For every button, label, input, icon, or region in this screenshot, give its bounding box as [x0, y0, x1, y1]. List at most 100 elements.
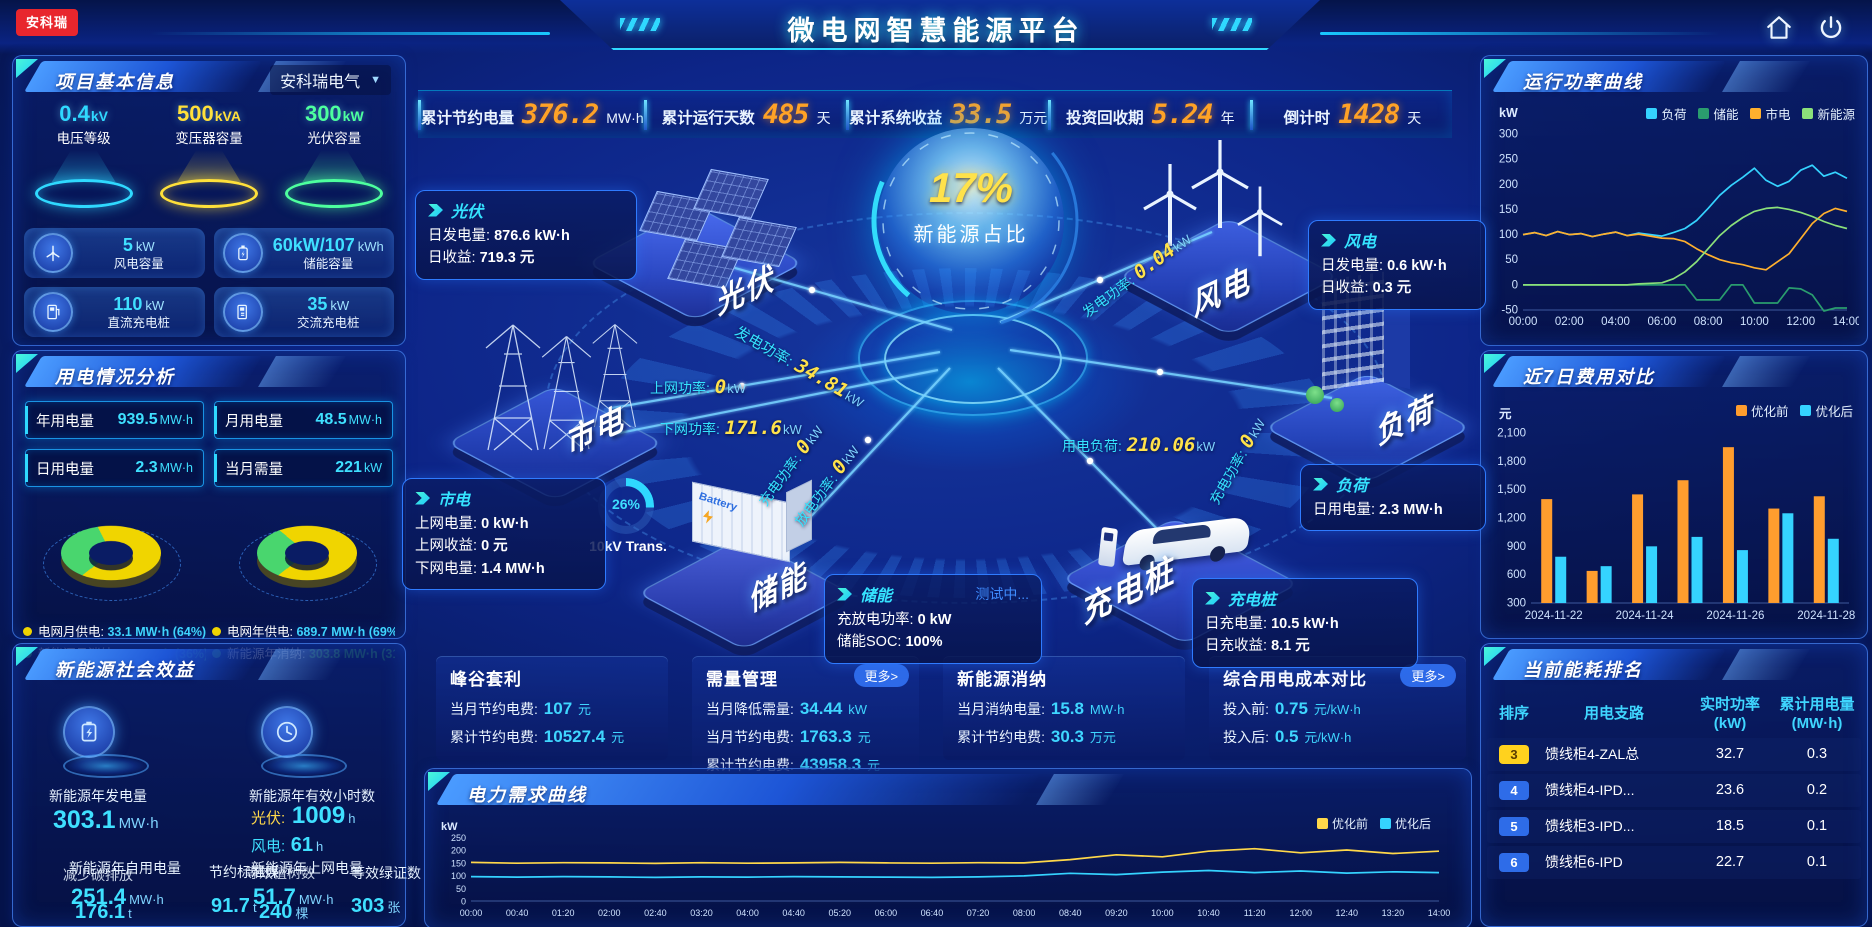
pedestal-label: 电压等级 — [56, 131, 111, 147]
header-center-shape — [560, 0, 1320, 50]
svg-text:00:40: 00:40 — [506, 908, 529, 918]
ranking-table-header: 排序 用电支路 实时功率 (kW) 累计用电量 (MW·h) — [1487, 696, 1861, 734]
page-title: 微电网智慧能源平台 — [787, 16, 1085, 46]
chart-legend: 负荷 储能 市电 新能源 — [1646, 104, 1855, 123]
table-row[interactable]: 5 馈线柜3-IPD... 18.5 0.1 — [1487, 809, 1861, 843]
card-row: 当月消纳电量: 15.8 MW·h — [957, 699, 1125, 718]
info-box-title: 风电 — [1344, 234, 1377, 251]
legend-item[interactable]: 负荷 — [1646, 104, 1686, 123]
info-row: 日发电量: 0.6 kW·h — [1321, 258, 1447, 274]
benefit-card: 新能源消纳 当月消纳电量: 15.8 MW·h 累计节约电费: 30.3 万元 — [943, 656, 1186, 761]
svg-text:08:40: 08:40 — [1059, 908, 1082, 918]
stat-value: 48.5 MW·h — [315, 411, 382, 428]
legend-item[interactable]: 优化前 — [1735, 401, 1788, 420]
stat-label: 年用电量 — [36, 413, 94, 430]
more-button[interactable]: 更多> — [1400, 664, 1456, 687]
kpi-label: 投资回收期 — [1066, 110, 1144, 127]
trees-value: 240 棵 — [259, 901, 309, 923]
legend-item[interactable]: 储能 — [1698, 104, 1738, 123]
pv-info-box: 光伏 日发电量: 876.6 kW·h 日收益: 719.3 元 — [415, 190, 637, 280]
more-button[interactable]: 更多> — [853, 664, 910, 687]
table-row[interactable]: 6 馈线柜6-IPD 22.7 0.1 — [1487, 845, 1861, 879]
svg-text:1,200: 1,200 — [1497, 513, 1526, 525]
panel-title: 新能源社会效益 — [55, 660, 195, 680]
panel-title: 运行功率曲线 — [1523, 72, 1643, 92]
svg-text:2,100: 2,100 — [1497, 428, 1526, 440]
trees-label: 等效植树数 — [245, 865, 315, 881]
svg-text:02:00: 02:00 — [598, 908, 621, 918]
legend-item[interactable]: 优化后 — [1800, 401, 1853, 420]
kpi-separator — [418, 99, 421, 130]
energy-total: 0.2 — [1806, 782, 1828, 798]
info-box-title: 储能 — [860, 588, 893, 605]
kpi-value: 1428 — [1338, 99, 1400, 130]
realtime-power: 32.7 — [1715, 746, 1745, 762]
sphere-rings — [863, 113, 1079, 329]
column-header: 累计用电量 (MW·h) — [1779, 696, 1855, 732]
legend-item[interactable]: 市电 — [1750, 104, 1790, 123]
svg-text:04:40: 04:40 — [782, 908, 805, 918]
svg-text:12:40: 12:40 — [1336, 908, 1359, 918]
gen-label: 新能源年发电量 — [49, 788, 147, 804]
arrow-icon — [428, 203, 443, 217]
capacity-value: 60kW/107 kWh — [272, 235, 384, 256]
realtime-power: 22.7 — [1715, 854, 1745, 870]
stat-value: 2.3 MW·h — [135, 459, 193, 476]
card-row: 当月降低需量: 34.44 kW — [706, 699, 868, 718]
panel-usage-analysis: 用电情况分析 年用电量 939.5 MW·h 月用电量 48.5 MW·h 日用电量 2.3 M… — [12, 350, 406, 661]
table-row[interactable]: 4 馈线柜4-IPD... 23.6 0.2 — [1487, 773, 1861, 807]
pedestal-base — [159, 179, 258, 209]
svg-text:50: 50 — [456, 884, 466, 894]
flow-grid-export-power: 上网功率: 0kW — [650, 376, 747, 398]
stat-label: 月用电量 — [225, 413, 283, 430]
usage-stat: 年用电量 939.5 MW·h — [25, 401, 204, 439]
capacity-card: 35 kW 交流充电桩 — [213, 287, 394, 337]
kpi-bar: 累计节约电量 376.2 MW·h 累计运行天数 485 天累计系统收益 33.5 万元 投资回… — [418, 90, 1452, 138]
demand-curve-chart: 250 200 150 100 50 000:00 00:40 01:20 02:00 02:40… — [451, 833, 1450, 918]
info-row: 上网电量: 0 kW·h — [415, 516, 529, 532]
svg-text:10:00: 10:00 — [1151, 908, 1174, 918]
legend-item[interactable]: 优化前 — [1316, 815, 1368, 832]
ac-charger-icon — [222, 292, 263, 332]
capacity-card-body: 5 kW 风电容量 — [73, 235, 205, 271]
svg-text:100: 100 — [451, 871, 466, 881]
home-icon[interactable] — [1764, 13, 1794, 43]
svg-text:04:00: 04:00 — [1601, 316, 1630, 328]
kpi-value: 33.5 — [950, 99, 1012, 130]
svg-text:2024-11-22: 2024-11-22 — [1525, 610, 1583, 622]
table-row[interactable]: 3 馈线柜4-ZAL总 32.7 0.3 — [1487, 737, 1861, 771]
capacity-cards: 5 kW 风电容量 60kW/107 kWh 储能容量 110 kW 直流充电桩 35 kW 交流充电… — [13, 228, 405, 337]
card-title: 峰谷套利 — [450, 670, 522, 689]
kpi-value: 485 — [762, 99, 810, 130]
power-icon[interactable] — [1816, 13, 1846, 43]
stat-label: 日用电量 — [36, 461, 94, 478]
branch-name: 馈线柜3-IPD... — [1545, 818, 1635, 834]
green-cert-label: 等效绿证数 — [351, 865, 421, 881]
lightning-icon — [703, 509, 713, 525]
kpi-label: 倒计时 — [1283, 110, 1331, 127]
usage-stat: 月用电量 48.5 MW·h — [214, 401, 393, 439]
coal-value: 91.7 t — [211, 895, 257, 917]
svg-text:14:00: 14:00 — [1833, 316, 1859, 328]
realtime-power: 23.6 — [1715, 782, 1745, 798]
legend-value: 33.1 MW·h (64%) — [107, 625, 206, 639]
legend-dot — [23, 627, 32, 636]
panel-power-curve: 运行功率曲线 kW 负荷 储能 市电 新能源 300 250 200 150 100 50 0 -5… — [1480, 55, 1868, 346]
company-dropdown[interactable]: 安科瑞电气 ▼ — [270, 65, 391, 95]
info-row: 日发电量: 876.6 kW·h — [428, 228, 570, 244]
panel-cost-compare: 近7日费用对比 元 优化前 优化后 2,100 1,800 1,500 1,200 900… — [1480, 350, 1868, 639]
legend-item[interactable]: 优化后 — [1379, 815, 1431, 832]
benefit-card: 需量管理 更多> 当月降低需量: 34.44 kW 当月节约电费: 1763.3 元累… — [692, 656, 920, 789]
pedestal-label: 变压器容量 — [175, 131, 243, 147]
kpi-separator — [845, 99, 849, 130]
battery-bolt-icon — [63, 706, 149, 778]
legend-item[interactable]: 新能源 — [1802, 104, 1855, 123]
capacity-value: 5 kW — [122, 235, 155, 256]
self-use-label: 新能源年自用电量 — [69, 860, 181, 876]
status-text: 测试中... — [975, 586, 1029, 602]
capacity-label: 直流充电桩 — [107, 315, 170, 330]
svg-text:02:40: 02:40 — [644, 908, 667, 918]
capacity-value: 35 kW — [307, 294, 350, 315]
